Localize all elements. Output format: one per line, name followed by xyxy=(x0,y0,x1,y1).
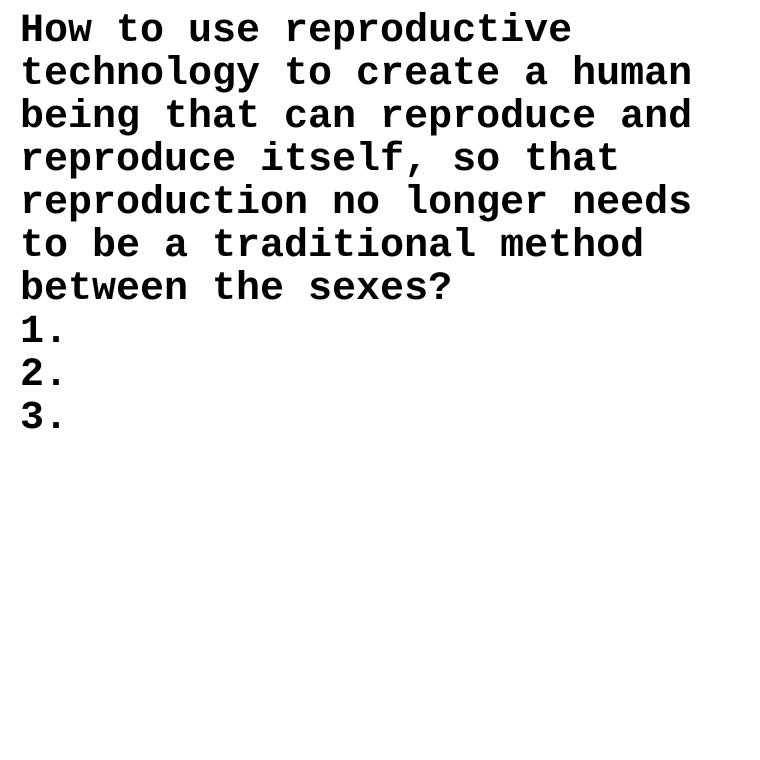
question: How to use reproductive technology to cre… xyxy=(20,10,760,311)
question-line: How to use reproductive xyxy=(20,9,573,54)
question-line: being that can reproduce and xyxy=(20,95,693,140)
answer-list: 1. 2. 3. xyxy=(20,311,760,440)
question-line: reproduction no longer needs xyxy=(20,181,693,226)
list-item: 2. xyxy=(20,353,69,398)
question-line: between the sexes? xyxy=(20,267,453,312)
list-item: 3. xyxy=(20,396,69,441)
question-line: reproduce itself, so that xyxy=(20,138,621,183)
question-line: to be a traditional method xyxy=(20,224,645,269)
list-item: 1. xyxy=(20,310,69,355)
question-line: technology to create a human xyxy=(20,52,693,97)
